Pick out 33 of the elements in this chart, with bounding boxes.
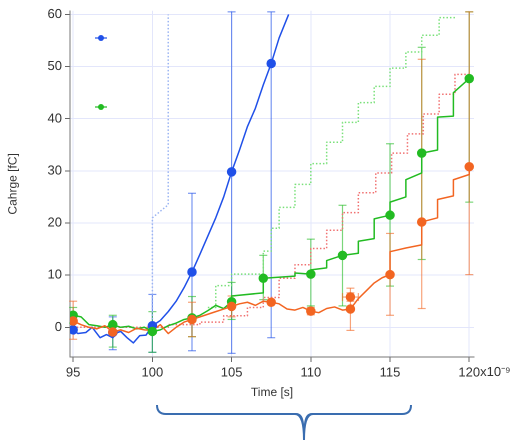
point bbox=[346, 304, 356, 314]
y-tick-label: 0 bbox=[54, 318, 62, 334]
point bbox=[258, 274, 268, 284]
point bbox=[464, 162, 474, 172]
point bbox=[385, 270, 395, 280]
point bbox=[187, 267, 197, 277]
point bbox=[416, 217, 426, 227]
point bbox=[416, 148, 426, 158]
point bbox=[385, 210, 395, 220]
point bbox=[148, 326, 158, 336]
point bbox=[226, 167, 236, 177]
point bbox=[226, 302, 236, 312]
line-series bbox=[207, 16, 456, 308]
point bbox=[306, 269, 316, 279]
point bbox=[464, 74, 474, 84]
y-tick-label: 30 bbox=[48, 162, 62, 178]
point bbox=[266, 58, 276, 68]
x-axis-title: Time [s] bbox=[250, 385, 294, 400]
x-tick-label: 100 bbox=[142, 364, 164, 380]
y-tick-label: 40 bbox=[48, 110, 62, 126]
x-tick-label: 120 bbox=[458, 364, 480, 380]
x-tick-label: 115 bbox=[380, 364, 400, 380]
point bbox=[266, 298, 276, 308]
x-tick-label: 95 bbox=[66, 364, 80, 380]
x-tick-label: 105 bbox=[220, 364, 242, 380]
y-tick-label: 60 bbox=[48, 6, 62, 22]
y-tick-label: 20 bbox=[48, 214, 62, 230]
y-tick-label: 50 bbox=[48, 58, 62, 74]
text: x10⁻⁹ bbox=[480, 364, 511, 380]
y-tick-label: 10 bbox=[48, 266, 62, 282]
point bbox=[338, 250, 348, 260]
x-tick-label: 110 bbox=[300, 364, 322, 380]
y-axis-title: Cahrge [fC] bbox=[6, 153, 20, 215]
